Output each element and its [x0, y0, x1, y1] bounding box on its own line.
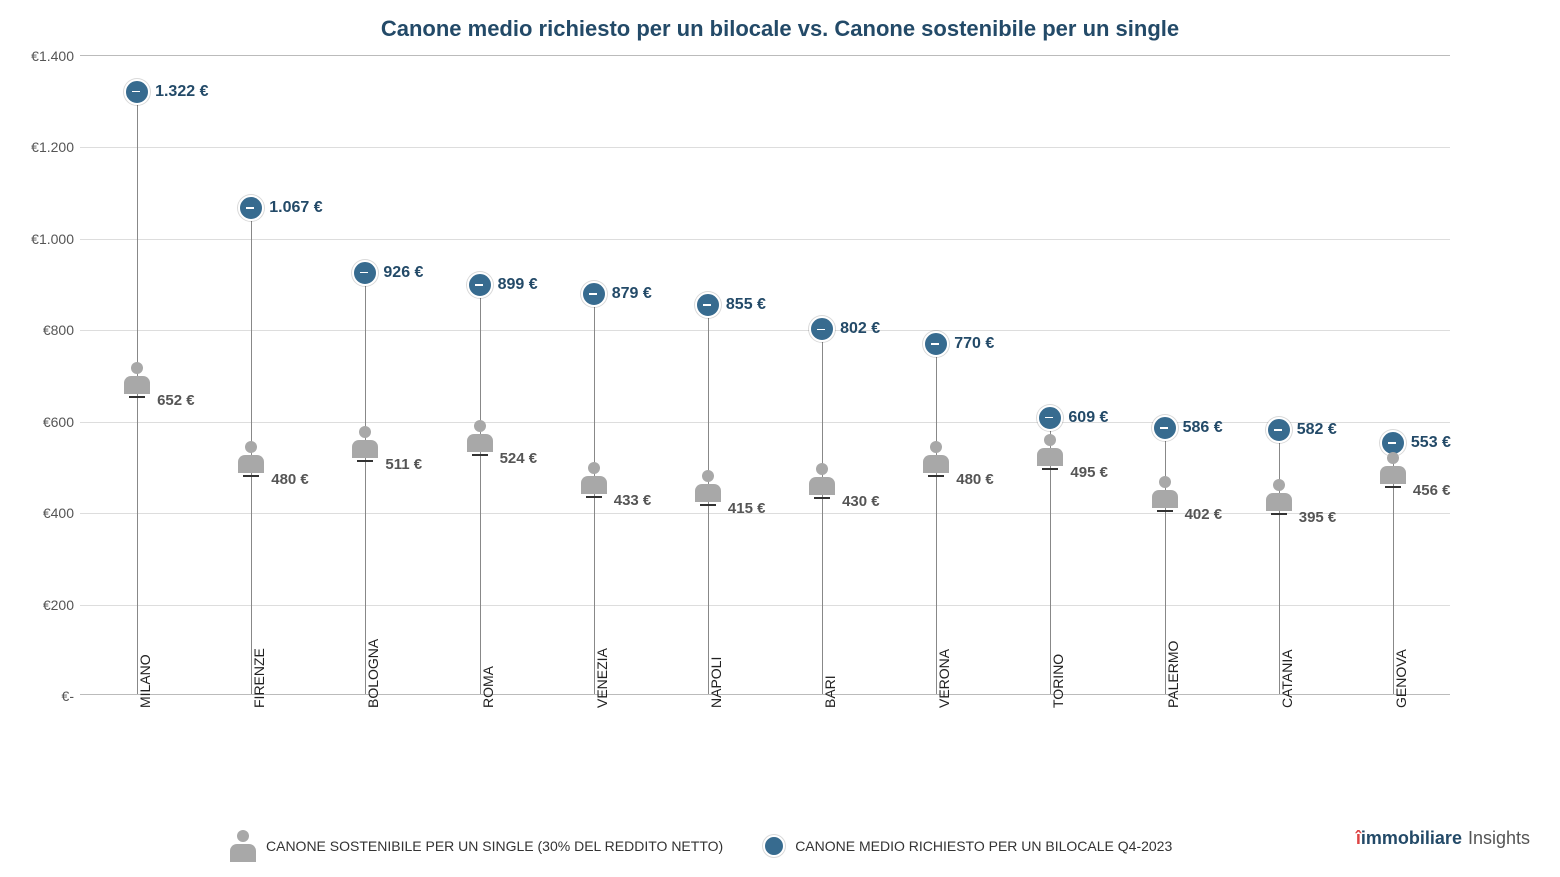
category-column: 802 €430 €BARI — [765, 56, 879, 694]
person-icon — [238, 441, 264, 477]
brand-logo: îimmobiliare — [1356, 828, 1462, 849]
medio-value-label: 770 € — [954, 335, 994, 353]
x-axis-label: BOLOGNA — [365, 639, 381, 708]
x-axis-label: TORINO — [1050, 654, 1066, 708]
category-column: 770 €480 €VERONA — [879, 56, 993, 694]
lollipop-stem — [365, 271, 366, 694]
person-icon — [695, 470, 721, 506]
lollipop-stem — [480, 283, 481, 694]
medio-value-label: 802 € — [840, 320, 880, 338]
sostenibile-value-label: 480 € — [956, 471, 994, 488]
legend-label: CANONE MEDIO RICHIESTO PER UN BILOCALE Q… — [795, 838, 1172, 854]
dot-icon — [1266, 417, 1292, 443]
y-tick-label: €1.400 — [31, 48, 80, 64]
legend-item-medio: CANONE MEDIO RICHIESTO PER UN BILOCALE Q… — [763, 835, 1172, 857]
x-axis-label: PALERMO — [1165, 641, 1181, 708]
person-icon — [809, 463, 835, 499]
medio-value-label: 582 € — [1297, 421, 1337, 439]
category-column: 855 €415 €NAPOLI — [651, 56, 765, 694]
dot-icon — [238, 195, 264, 221]
sostenibile-value-label: 495 € — [1070, 464, 1108, 481]
person-icon — [1380, 452, 1406, 488]
category-column: 1.067 €480 €FIRENZE — [194, 56, 308, 694]
chart-title: Canone medio richiesto per un bilocale v… — [0, 16, 1560, 42]
plot-area: €-€200€400€600€800€1.000€1.200€1.4001.32… — [80, 55, 1450, 695]
chart-container: Canone medio richiesto per un bilocale v… — [0, 0, 1560, 877]
y-tick-label: €1.200 — [31, 139, 80, 155]
dot-icon — [352, 260, 378, 286]
category-column: 926 €511 €BOLOGNA — [308, 56, 422, 694]
person-icon — [352, 426, 378, 462]
dot-icon — [763, 835, 785, 857]
x-axis-label: NAPOLI — [708, 657, 724, 708]
sostenibile-value-label: 652 € — [157, 392, 195, 409]
x-axis-label: GENOVA — [1393, 649, 1409, 708]
brand: îimmobiliare Insights — [1356, 828, 1530, 849]
y-tick-label: €400 — [43, 505, 80, 521]
y-tick-label: €1.000 — [31, 231, 80, 247]
category-column: 609 €495 €TORINO — [993, 56, 1107, 694]
x-axis-label: FIRENZE — [251, 648, 267, 708]
category-column: 899 €524 €ROMA — [423, 56, 537, 694]
medio-value-label: 609 € — [1068, 409, 1108, 427]
medio-value-label: 926 € — [383, 264, 423, 282]
person-icon — [124, 362, 150, 398]
brand-suffix: Insights — [1468, 828, 1530, 849]
dot-icon — [809, 316, 835, 342]
dot-icon — [923, 331, 949, 357]
category-column: 553 €456 €GENOVA — [1336, 56, 1450, 694]
category-column: 582 €395 €CATANIA — [1222, 56, 1336, 694]
dot-icon — [467, 272, 493, 298]
legend-item-sostenibile: CANONE SOSTENIBILE PER UN SINGLE (30% DE… — [230, 830, 723, 862]
dot-icon — [1152, 415, 1178, 441]
medio-value-label: 586 € — [1183, 419, 1223, 437]
sostenibile-value-label: 402 € — [1185, 506, 1223, 523]
y-tick-label: €- — [62, 688, 80, 704]
sostenibile-value-label: 456 € — [1413, 482, 1451, 499]
x-axis-label: CATANIA — [1279, 649, 1295, 708]
dot-icon — [124, 79, 150, 105]
dot-icon — [581, 281, 607, 307]
dot-icon — [695, 292, 721, 318]
x-axis-label: VERONA — [936, 649, 952, 708]
sostenibile-value-label: 430 € — [842, 493, 880, 510]
x-axis-label: VENEZIA — [594, 648, 610, 708]
person-icon — [581, 462, 607, 498]
y-tick-label: €600 — [43, 414, 80, 430]
lollipop-stem — [936, 342, 937, 694]
sostenibile-value-label: 524 € — [500, 450, 538, 467]
lollipop-stem — [822, 327, 823, 694]
person-icon — [230, 830, 256, 862]
category-column: 879 €433 €VENEZIA — [537, 56, 651, 694]
x-axis-label: BARI — [822, 675, 838, 708]
sostenibile-value-label: 511 € — [385, 456, 422, 473]
medio-value-label: 879 € — [612, 285, 652, 303]
person-icon — [923, 441, 949, 477]
medio-value-label: 899 € — [498, 276, 538, 294]
person-icon — [1037, 434, 1063, 470]
dot-icon — [1037, 405, 1063, 431]
sostenibile-value-label: 395 € — [1299, 509, 1337, 526]
medio-value-label: 855 € — [726, 296, 766, 314]
person-icon — [1152, 476, 1178, 512]
medio-value-label: 553 € — [1411, 434, 1451, 452]
legend: CANONE SOSTENIBILE PER UN SINGLE (30% DE… — [230, 830, 1172, 862]
person-icon — [1266, 479, 1292, 515]
y-tick-label: €800 — [43, 322, 80, 338]
y-tick-label: €200 — [43, 597, 80, 613]
legend-label: CANONE SOSTENIBILE PER UN SINGLE (30% DE… — [266, 838, 723, 854]
x-axis-label: MILANO — [137, 654, 153, 708]
sostenibile-value-label: 433 € — [614, 492, 652, 509]
sostenibile-value-label: 415 € — [728, 500, 766, 517]
sostenibile-value-label: 480 € — [271, 471, 309, 488]
person-icon — [467, 420, 493, 456]
category-column: 586 €402 €PALERMO — [1108, 56, 1222, 694]
category-column: 1.322 €652 €MILANO — [80, 56, 194, 694]
x-axis-label: ROMA — [480, 666, 496, 708]
